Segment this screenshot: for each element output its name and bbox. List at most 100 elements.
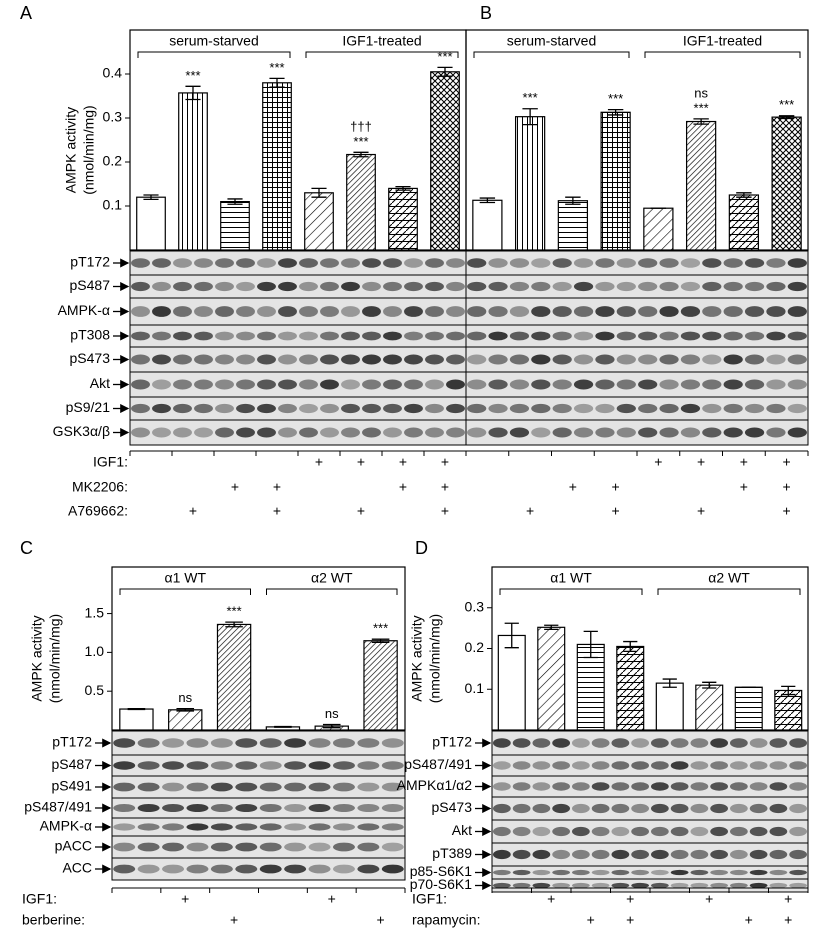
blot-band [259,761,282,770]
blot-band [789,869,808,876]
error-bar [269,77,285,88]
blot-band [284,804,307,812]
blot-band [131,354,150,365]
blot-band [631,738,650,748]
blot-band [381,823,404,831]
blot-band [383,403,402,414]
blot-band [236,281,255,292]
blot-band [131,403,150,414]
significance-label: *** [779,97,794,112]
group-bracket [499,588,643,595]
bar [497,634,526,731]
blot-band [710,849,729,860]
blot-band [404,306,423,317]
blot-band [446,258,465,268]
y-tick-label: 0.3 [103,109,123,125]
blot-label: Akt [452,822,472,838]
blot-band [509,403,530,414]
blot-band [299,379,318,390]
blot-band [690,826,709,837]
bar [600,111,631,251]
blot-band [552,258,572,268]
blot-band [766,258,786,268]
blot-band [210,823,233,831]
treatment-mark: + [626,891,634,907]
blot-band [152,379,171,390]
blot-band [749,803,768,814]
blot-band [571,803,590,814]
blot-label: AMPK-α [58,302,110,318]
blot-band [744,306,765,317]
blot-band [552,869,571,876]
blot-band [512,803,531,814]
blot-band [152,354,171,365]
significance-label: *** [226,604,241,619]
y-tick-label: 1.5 [85,604,105,620]
blot-band [162,823,185,831]
bar [388,187,418,251]
blot-band [789,761,808,770]
treatment-mark: + [626,912,634,928]
blot-band [215,258,234,268]
bar [643,207,674,251]
blot-band [488,306,508,317]
error-bar [662,678,677,688]
blot-band [113,761,136,770]
blot-band [512,849,531,860]
blot-band [573,281,594,292]
blot-band [113,804,136,812]
blot-band [383,281,402,292]
blot-band [531,354,551,365]
blot-band [616,281,636,292]
blot-band [236,379,255,390]
blot-band [690,849,709,860]
blot-band [152,427,171,438]
blot-band [744,379,765,390]
blot-band [650,782,669,791]
blot-label: pT308 [70,327,110,343]
blot-band [571,882,590,889]
blot-band [766,331,786,341]
blot-band [571,738,590,748]
blot-label: pS487/491 [404,756,472,772]
treatment-mark: + [740,454,748,470]
blot-band [749,738,768,748]
blot-band [659,331,679,341]
blot-band [131,427,150,438]
blot-band [659,354,679,365]
blot-band [357,761,380,770]
blot-band [710,738,729,748]
blot-band [194,379,213,390]
blot-band [357,823,380,831]
blot-band [789,826,808,837]
blot-band [769,849,788,860]
blot-band [284,823,307,831]
blot-band [278,403,297,414]
blot-band [320,331,339,341]
blot-band [488,354,508,365]
blot-band [467,427,487,438]
blot-band [131,331,150,341]
blot-band [729,869,748,876]
blot-band [332,804,355,812]
error-bar [311,187,327,198]
blot-band [729,882,748,889]
blot-band [702,258,722,268]
blot-band [137,782,160,792]
blot-band [235,823,258,831]
blot-band [162,842,185,852]
blot-band [152,306,171,317]
blot-band [278,281,297,292]
y-axis-label: (nmol/min/mg) [81,105,97,194]
blot-band [650,882,669,889]
blot-band [744,354,765,365]
blot-band [591,782,610,791]
blot-band [383,331,402,341]
blot-band [259,823,282,831]
bar [472,199,503,251]
blot-band [789,882,808,889]
blot-band [631,761,650,770]
blot-band [137,823,160,831]
blot-band [631,869,650,876]
blot-band [509,306,530,317]
